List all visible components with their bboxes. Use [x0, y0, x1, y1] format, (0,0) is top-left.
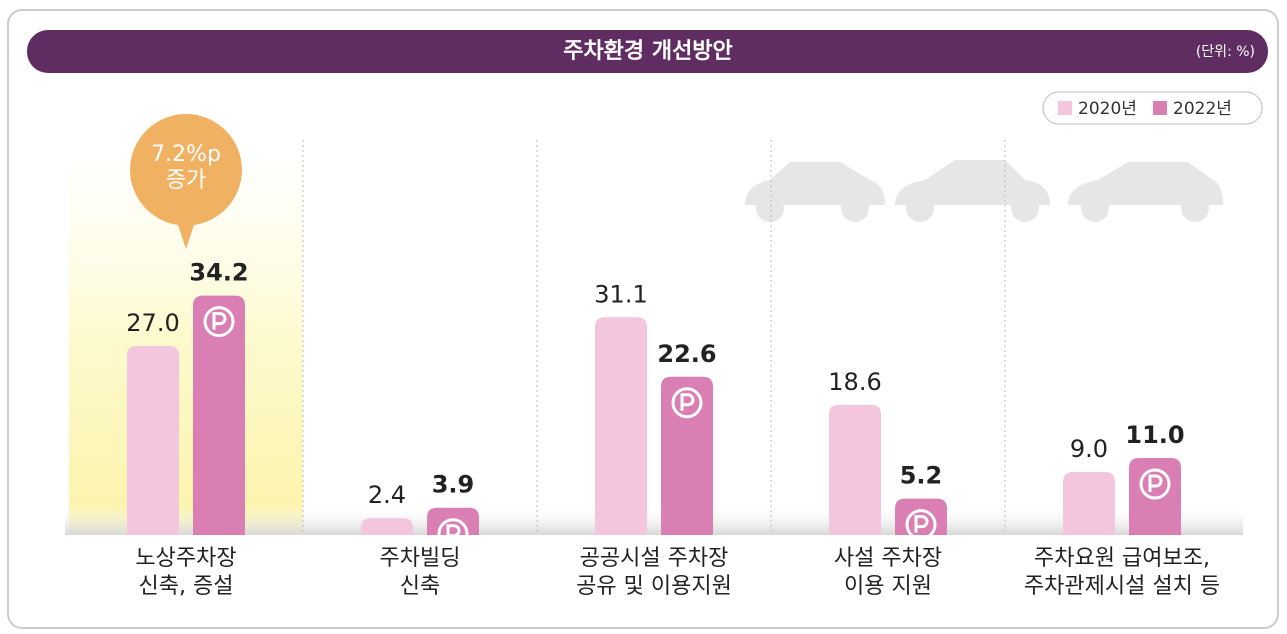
legend: [1042, 91, 1263, 125]
bar: [595, 317, 647, 535]
x-tick-label: 공공시설 주차장 공유 및 이용지원: [576, 546, 732, 599]
value-label: 31.1: [594, 280, 647, 308]
legend-label: 2020년: [1078, 99, 1137, 119]
parking-icon: [203, 306, 235, 338]
car-decoration: [745, 160, 1223, 222]
x-tick-label: 노상주차장 신축, 증설: [135, 546, 237, 599]
value-label: 3.9: [432, 471, 475, 499]
value-label: 18.6: [828, 368, 881, 396]
parking-icon-p: [1148, 474, 1163, 492]
bar: [127, 346, 179, 535]
legend-label: 2022년: [1173, 99, 1232, 119]
bar: [193, 295, 245, 535]
value-label: 34.2: [189, 259, 248, 287]
x-tick-label: 주차요원 급여보조, 주차관제시설 설치 등: [1023, 546, 1221, 599]
legend-swatch: [1153, 101, 1167, 115]
parking-icon: [437, 518, 469, 550]
parking-icon-p: [680, 393, 695, 411]
annotation-bubble: [130, 114, 242, 249]
parking-icon-p: [212, 312, 227, 330]
x-tick-label: 주차빌딩 신축: [379, 546, 461, 599]
parking-icon: [1139, 468, 1171, 500]
bar: [361, 518, 413, 535]
ground-shadow: [65, 505, 1243, 535]
parking-icon: [671, 387, 703, 419]
value-label: 9.0: [1070, 435, 1108, 463]
value-label: 22.6: [657, 340, 716, 368]
parking-icon: [905, 509, 937, 541]
header-bar: [27, 30, 1268, 73]
dividers: [302, 140, 1006, 535]
bar: [661, 376, 713, 535]
chart-title: 주차환경 개선방안: [563, 39, 733, 64]
parking-icon-p: [446, 524, 461, 542]
legend-swatch: [1058, 101, 1072, 115]
value-label: 5.2: [900, 462, 943, 490]
value-label: 2.4: [368, 481, 406, 509]
annotation: 7.2%p 증가: [151, 142, 221, 193]
parking-icon-p: [914, 515, 929, 533]
value-label: 11.0: [1125, 421, 1184, 449]
bar: [829, 404, 881, 535]
bar: [1063, 472, 1115, 535]
bar: [427, 507, 479, 535]
value-label: 27.0: [126, 309, 179, 337]
x-tick-label: 사설 주차장 이용 지원: [833, 546, 943, 599]
unit-label: (단위: %): [1196, 44, 1255, 60]
